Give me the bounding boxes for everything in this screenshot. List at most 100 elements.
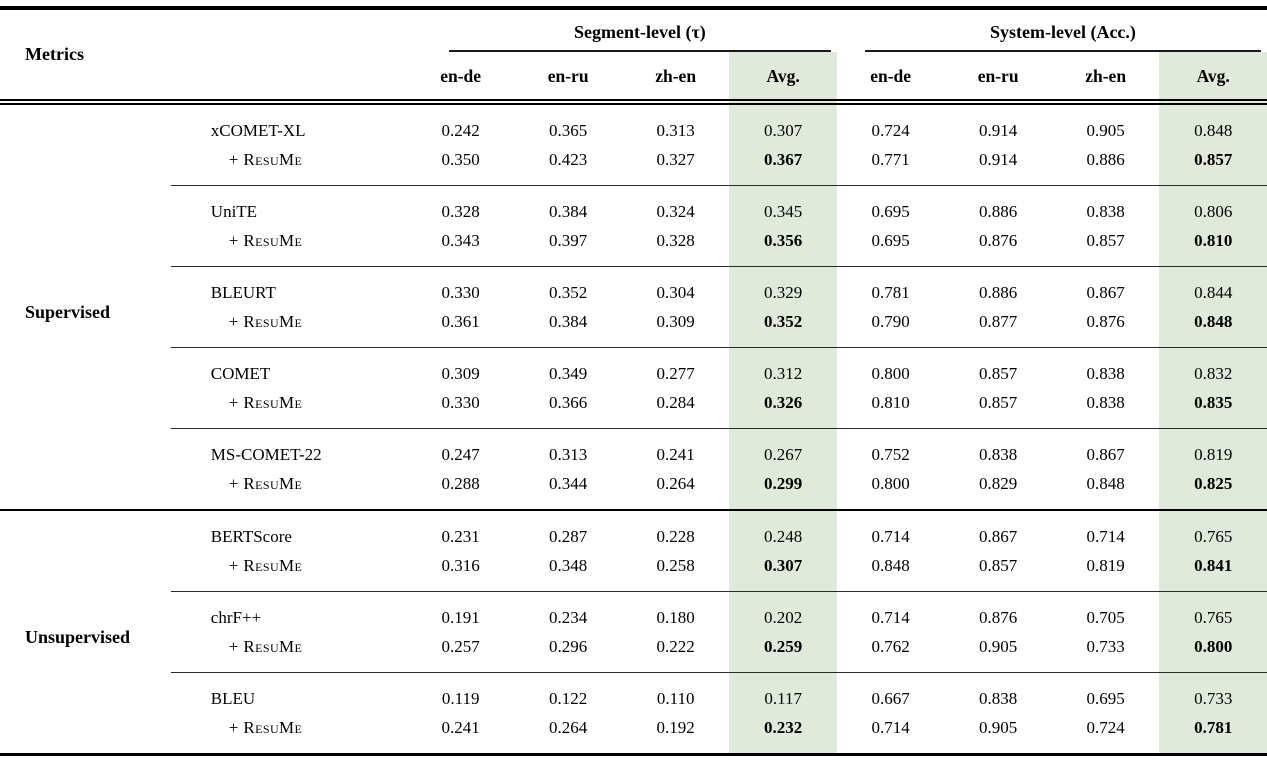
value-cell: 0.714 bbox=[1051, 509, 1160, 551]
value-cell: 0.724 bbox=[1086, 718, 1125, 737]
table-header: Metrics Segment-level (τ) System-level (… bbox=[0, 8, 1267, 102]
value-cell: 0.304 bbox=[621, 266, 730, 307]
value-cell: 0.857 bbox=[944, 347, 1052, 388]
value-cell: 0.264 bbox=[656, 474, 695, 493]
value-cell: 0.348 bbox=[549, 556, 588, 575]
col-header-seg-en-ru: en-ru bbox=[547, 66, 589, 86]
col-header-seg-zh-en: zh-en bbox=[655, 66, 697, 86]
col-header-seg-en-de: en-de bbox=[440, 66, 482, 86]
avg-value-cell: 0.267 bbox=[729, 428, 837, 469]
table-row: MS-COMET-22 0.247 0.313 0.241 0.267 0.752 0.83… bbox=[0, 428, 1267, 469]
value-cell: 0.876 bbox=[979, 231, 1018, 250]
avg-value-cell: 0.307 bbox=[729, 102, 837, 145]
value-cell: 0.838 bbox=[944, 672, 1052, 713]
avg-value-cell: 0.117 bbox=[729, 672, 837, 713]
col-header-sys-en-de: en-de bbox=[870, 66, 912, 86]
table-row: chrF++ 0.191 0.234 0.180 0.202 0.714 0.876 0.70… bbox=[0, 591, 1267, 632]
value-cell: 0.247 bbox=[406, 428, 515, 469]
value-cell: 0.327 bbox=[656, 150, 695, 169]
metrics-column-header: Metrics bbox=[25, 44, 84, 64]
value-cell: 0.914 bbox=[979, 150, 1018, 169]
metric-resume-name: + ResuMe bbox=[171, 551, 407, 592]
table-body: Supervised xCOMET-XL 0.242 0.365 0.313 0.307 0… bbox=[0, 102, 1267, 755]
value-cell: 0.241 bbox=[441, 718, 480, 737]
col-header-sys-en-ru: en-ru bbox=[977, 66, 1019, 86]
value-cell: 0.277 bbox=[621, 347, 730, 388]
value-cell: 0.309 bbox=[406, 347, 515, 388]
section-label-supervised: Supervised bbox=[25, 302, 111, 322]
avg-value-cell: 0.733 bbox=[1159, 672, 1267, 713]
value-cell: 0.231 bbox=[406, 509, 515, 551]
resume-label: + ResuMe bbox=[228, 312, 303, 331]
value-cell: 0.905 bbox=[1086, 121, 1125, 140]
value-cell: 0.714 bbox=[836, 509, 945, 551]
value-cell: 0.316 bbox=[441, 556, 480, 575]
value-cell: 0.384 bbox=[549, 312, 588, 331]
value-cell: 0.867 bbox=[1051, 266, 1160, 307]
value-cell: 0.328 bbox=[406, 185, 515, 226]
avg-value-cell: 0.781 bbox=[1159, 713, 1267, 755]
value-cell: 0.838 bbox=[1051, 347, 1160, 388]
value-cell: 0.241 bbox=[621, 428, 730, 469]
metric-name: UniTE bbox=[170, 185, 407, 226]
value-cell: 0.309 bbox=[656, 312, 695, 331]
value-cell: 0.330 bbox=[441, 393, 480, 412]
metric-name: BLEU bbox=[170, 672, 407, 713]
metric-resume-name: + ResuMe bbox=[171, 226, 407, 267]
value-cell: 0.192 bbox=[656, 718, 695, 737]
value-cell: 0.714 bbox=[871, 718, 910, 737]
table-row: + ResuMe 0.316 0.348 0.258 0.307 0.848 0.857 0.… bbox=[0, 551, 1267, 592]
value-cell: 0.349 bbox=[514, 347, 622, 388]
resume-label: + ResuMe bbox=[228, 637, 303, 656]
value-cell: 0.819 bbox=[1086, 556, 1125, 575]
value-cell: 0.191 bbox=[406, 591, 515, 632]
value-cell: 0.771 bbox=[871, 150, 910, 169]
table-row: + ResuMe 0.330 0.366 0.284 0.326 0.810 0.857 0.… bbox=[0, 388, 1267, 429]
value-cell: 0.119 bbox=[406, 672, 515, 713]
value-cell: 0.122 bbox=[514, 672, 622, 713]
metric-resume-name: + ResuMe bbox=[171, 145, 407, 186]
section-label-unsupervised: Unsupervised bbox=[0, 509, 171, 755]
value-cell: 0.288 bbox=[441, 474, 480, 493]
avg-value-cell: 0.345 bbox=[729, 185, 837, 226]
value-cell: 0.867 bbox=[944, 509, 1052, 551]
resume-label: + ResuMe bbox=[228, 718, 303, 737]
avg-value-cell: 0.326 bbox=[729, 388, 837, 429]
table-row: Unsupervised BERTScore 0.231 0.287 0.228 0.24… bbox=[0, 509, 1267, 755]
value-cell: 0.733 bbox=[1086, 637, 1125, 656]
value-cell: 0.110 bbox=[621, 672, 730, 713]
value-cell: 0.876 bbox=[944, 591, 1052, 632]
value-cell: 0.384 bbox=[514, 185, 622, 226]
value-cell: 0.343 bbox=[441, 231, 480, 250]
value-cell: 0.886 bbox=[944, 185, 1052, 226]
value-cell: 0.330 bbox=[406, 266, 515, 307]
table-row: BLEURT 0.330 0.352 0.304 0.329 0.781 0.886 0.86… bbox=[0, 266, 1267, 307]
avg-value-cell: 0.800 bbox=[1159, 632, 1267, 673]
table-row: BLEU 0.119 0.122 0.110 0.117 0.667 0.838 0.695 0… bbox=[0, 672, 1267, 713]
metric-name: xCOMET-XL bbox=[210, 121, 306, 140]
metric-resume-name: + ResuMe bbox=[171, 632, 407, 673]
avg-value-cell: 0.848 bbox=[1159, 307, 1267, 348]
value-cell: 0.328 bbox=[656, 231, 695, 250]
avg-value-cell: 0.844 bbox=[1159, 266, 1267, 307]
table-row: UniTE 0.328 0.384 0.324 0.345 0.695 0.886 0.838… bbox=[0, 185, 1267, 226]
value-cell: 0.886 bbox=[944, 266, 1052, 307]
value-cell: 0.790 bbox=[871, 312, 910, 331]
value-cell: 0.810 bbox=[871, 393, 910, 412]
avg-value-cell: 0.832 bbox=[1159, 347, 1267, 388]
avg-value-cell: 0.765 bbox=[1159, 509, 1267, 551]
value-cell: 0.284 bbox=[656, 393, 695, 412]
table-row: + ResuMe 0.361 0.384 0.309 0.352 0.790 0.877 0.… bbox=[0, 307, 1267, 348]
value-cell: 0.228 bbox=[621, 509, 730, 551]
value-cell: 0.313 bbox=[514, 428, 622, 469]
metric-resume-name: + ResuMe bbox=[171, 388, 407, 429]
value-cell: 0.877 bbox=[979, 312, 1018, 331]
value-cell: 0.762 bbox=[871, 637, 910, 656]
resume-label: + ResuMe bbox=[228, 474, 303, 493]
table-row: + ResuMe 0.257 0.296 0.222 0.259 0.762 0.905 0.… bbox=[0, 632, 1267, 673]
metric-resume-name: + ResuMe bbox=[171, 307, 407, 348]
value-cell: 0.838 bbox=[1086, 393, 1125, 412]
metric-name: BLEURT bbox=[170, 266, 407, 307]
value-cell: 0.867 bbox=[1051, 428, 1160, 469]
avg-value-cell: 0.202 bbox=[729, 591, 837, 632]
